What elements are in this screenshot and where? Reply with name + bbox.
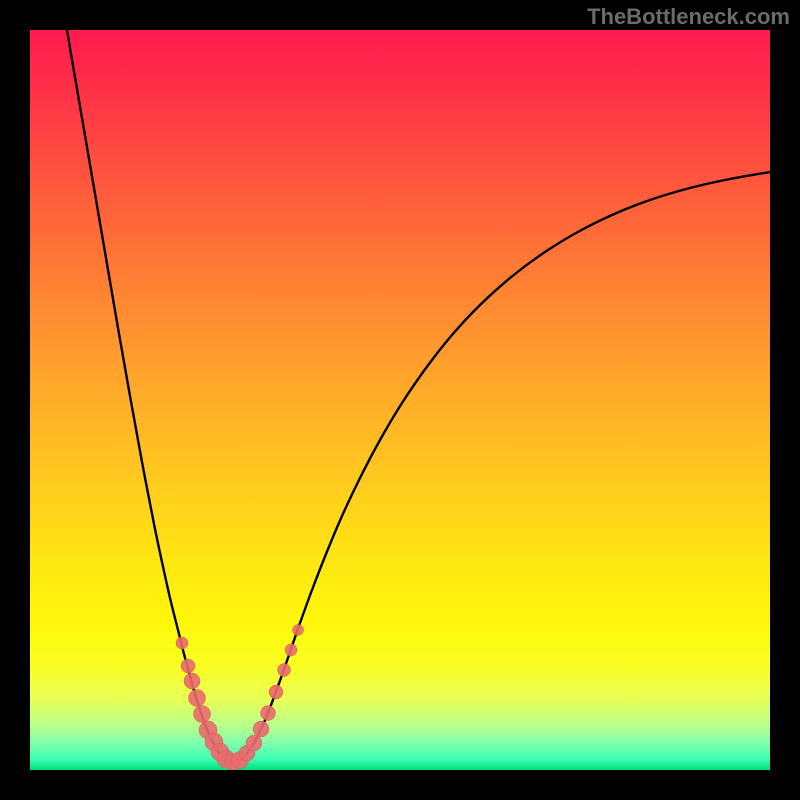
curve-marker <box>278 664 291 677</box>
curve-marker <box>176 637 188 649</box>
chart-frame: TheBottleneck.com <box>0 0 800 800</box>
curve-marker <box>189 690 206 707</box>
curve-marker <box>181 659 195 673</box>
curve-marker <box>253 721 269 737</box>
curve-marker <box>246 735 262 751</box>
bottleneck-curve <box>30 30 770 770</box>
curve-line <box>67 30 770 763</box>
curve-marker <box>293 625 304 636</box>
curve-marker <box>194 706 211 723</box>
curve-markers <box>176 625 304 771</box>
curve-marker <box>261 706 276 721</box>
watermark-text: TheBottleneck.com <box>587 4 790 30</box>
curve-marker <box>184 673 200 689</box>
curve-marker <box>285 644 297 656</box>
curve-marker <box>269 685 283 699</box>
plot-area <box>30 30 770 770</box>
